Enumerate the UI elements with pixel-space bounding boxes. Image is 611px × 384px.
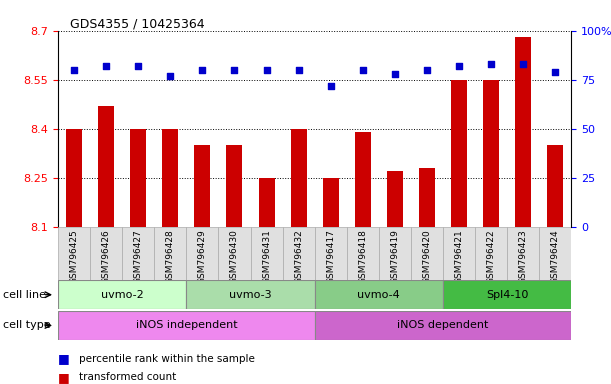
Bar <box>122 227 155 280</box>
Text: cell type: cell type <box>3 320 51 331</box>
Text: GSM796420: GSM796420 <box>422 229 431 284</box>
Bar <box>483 79 499 227</box>
Bar <box>291 129 307 227</box>
Point <box>358 67 368 73</box>
Text: percentile rank within the sample: percentile rank within the sample <box>79 354 255 364</box>
Point <box>69 67 79 73</box>
Point <box>422 67 432 73</box>
Text: GSM796432: GSM796432 <box>294 229 303 284</box>
Point <box>454 63 464 69</box>
Bar <box>283 227 315 280</box>
Text: ■: ■ <box>58 371 70 384</box>
Point <box>166 73 175 79</box>
Text: GSM796431: GSM796431 <box>262 229 271 284</box>
Text: ■: ■ <box>58 353 70 366</box>
Text: Spl4-10: Spl4-10 <box>486 290 529 300</box>
Text: transformed count: transformed count <box>79 372 177 382</box>
Text: uvmo-2: uvmo-2 <box>101 290 144 300</box>
Text: GSM796428: GSM796428 <box>166 229 175 284</box>
Bar <box>315 280 443 309</box>
Bar <box>411 227 443 280</box>
Text: GDS4355 / 10425364: GDS4355 / 10425364 <box>70 17 205 30</box>
Bar <box>547 145 563 227</box>
Bar <box>66 129 82 227</box>
Bar <box>451 79 467 227</box>
Bar <box>540 227 571 280</box>
Text: GSM796418: GSM796418 <box>358 229 367 284</box>
Bar <box>186 227 219 280</box>
Bar <box>323 177 338 227</box>
Bar <box>251 227 283 280</box>
Bar <box>355 132 371 227</box>
Bar <box>130 129 146 227</box>
Text: GSM796425: GSM796425 <box>70 229 79 284</box>
Point <box>262 67 271 73</box>
Text: GSM796419: GSM796419 <box>390 229 400 284</box>
Bar <box>475 227 507 280</box>
Text: iNOS dependent: iNOS dependent <box>397 320 489 331</box>
Point <box>518 61 528 67</box>
Bar <box>58 227 90 280</box>
Text: iNOS independent: iNOS independent <box>136 320 237 331</box>
Text: GSM796424: GSM796424 <box>551 229 560 284</box>
Bar <box>219 227 251 280</box>
Point <box>133 63 143 69</box>
Point <box>197 67 207 73</box>
Bar <box>315 227 347 280</box>
Bar <box>387 171 403 227</box>
Point <box>326 83 335 89</box>
Text: GSM796426: GSM796426 <box>101 229 111 284</box>
Text: GSM796427: GSM796427 <box>134 229 143 284</box>
Bar <box>58 311 315 340</box>
Bar <box>507 227 540 280</box>
Bar <box>227 145 243 227</box>
Text: GSM796423: GSM796423 <box>519 229 528 284</box>
Bar <box>186 280 315 309</box>
Point <box>294 67 304 73</box>
Text: cell line: cell line <box>3 290 46 300</box>
Bar <box>443 280 571 309</box>
Text: GSM796429: GSM796429 <box>198 229 207 284</box>
Bar <box>258 177 274 227</box>
Point <box>390 71 400 77</box>
Bar <box>98 106 114 227</box>
Bar <box>163 129 178 227</box>
Bar <box>315 311 571 340</box>
Bar <box>58 280 186 309</box>
Point <box>486 61 496 67</box>
Bar <box>443 227 475 280</box>
Text: GSM796421: GSM796421 <box>455 229 464 284</box>
Point <box>230 67 240 73</box>
Bar <box>419 168 435 227</box>
Bar <box>194 145 210 227</box>
Text: uvmo-3: uvmo-3 <box>229 290 272 300</box>
Text: GSM796422: GSM796422 <box>486 229 496 284</box>
Text: uvmo-4: uvmo-4 <box>357 290 400 300</box>
Point <box>551 69 560 75</box>
Bar <box>155 227 186 280</box>
Point <box>101 63 111 69</box>
Bar <box>90 227 122 280</box>
Bar <box>347 227 379 280</box>
Bar <box>515 37 531 227</box>
Text: GSM796430: GSM796430 <box>230 229 239 284</box>
Text: GSM796417: GSM796417 <box>326 229 335 284</box>
Bar <box>379 227 411 280</box>
